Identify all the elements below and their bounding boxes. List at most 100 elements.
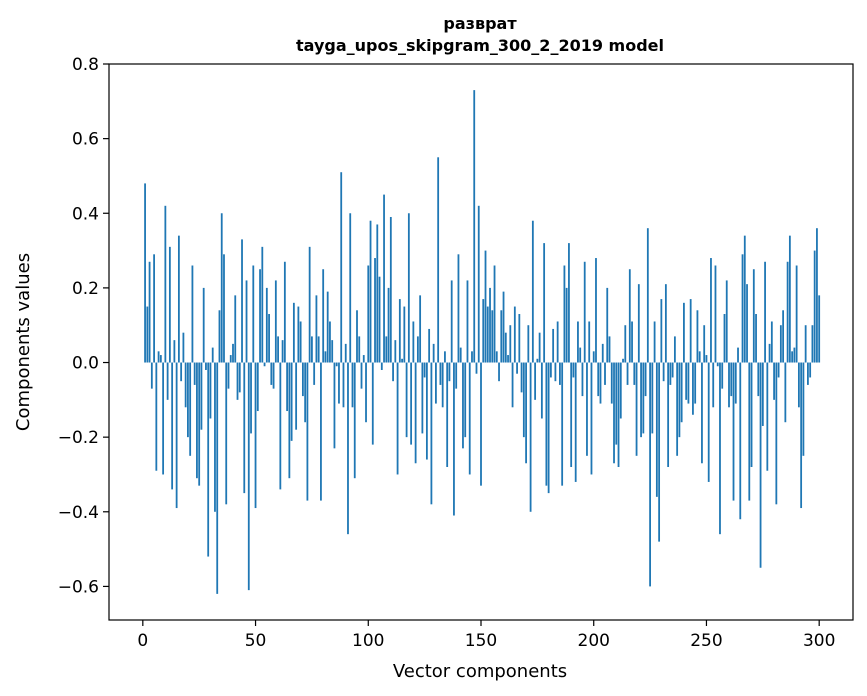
bar-component-259	[725, 280, 728, 363]
bar-component-57	[270, 362, 273, 385]
bar-component-169	[522, 362, 525, 438]
bar-component-99	[365, 362, 367, 423]
bar-component-193	[577, 321, 579, 363]
bar-component-197	[586, 362, 588, 456]
bar-component-27	[202, 287, 205, 363]
bar-component-293	[802, 362, 805, 456]
bar-component-156	[493, 265, 496, 363]
bar-component-131	[437, 157, 440, 363]
bar-component-10	[164, 205, 167, 363]
bar-component-238	[678, 362, 681, 438]
bar-component-11	[166, 362, 169, 400]
bar-component-125	[423, 362, 426, 378]
bar-component-230	[660, 299, 663, 363]
bar-component-266	[741, 254, 744, 363]
chart-subtitle: tayga_upos_skipgram_300_2_2019 model	[296, 36, 664, 55]
bar-component-206	[606, 287, 609, 363]
bar-component-128	[430, 362, 433, 505]
bar-component-214	[624, 325, 627, 363]
bar-component-168	[520, 362, 523, 393]
bar-component-140	[457, 254, 460, 363]
bar-component-30	[209, 362, 212, 419]
bar-component-276	[764, 261, 766, 363]
x-axis-ticks: 0 50 100 150 200 250 300	[137, 620, 835, 651]
bar-component-252	[710, 258, 712, 363]
bar-component-45	[243, 362, 246, 494]
bar-component-236	[673, 336, 676, 363]
bar-component-109	[387, 287, 390, 363]
bar-component-72	[304, 362, 307, 423]
bar-component-29	[207, 362, 210, 557]
bar-component-210	[615, 362, 618, 445]
bar-component-180	[547, 362, 550, 494]
bar-component-149	[477, 205, 480, 363]
bar-component-222	[642, 362, 645, 434]
bar-component-21	[189, 362, 192, 456]
bar-component-18	[182, 332, 185, 363]
bar-component-58	[272, 362, 275, 389]
bar-component-20	[187, 362, 189, 438]
bar-component-181	[549, 362, 552, 378]
bar-component-90	[344, 343, 347, 363]
bar-component-220	[637, 284, 640, 363]
bar-component-3	[148, 261, 151, 363]
bar-component-212	[619, 362, 622, 419]
bar-component-50	[254, 362, 257, 509]
bar-component-175	[536, 358, 539, 363]
bar-component-107	[383, 194, 385, 363]
bar-component-187	[563, 265, 566, 363]
bar-component-292	[800, 362, 803, 509]
bar-component-108	[385, 336, 388, 363]
x-tick-label: 200	[578, 631, 610, 651]
bar-component-146	[471, 351, 473, 363]
bar-component-136	[448, 362, 451, 382]
bar-component-77	[315, 295, 318, 363]
bar-component-94	[353, 362, 356, 479]
bar-component-162	[507, 355, 509, 363]
bar-component-234	[669, 362, 672, 385]
y-tick-label: 0.6	[72, 130, 99, 150]
bar-component-69	[297, 306, 300, 363]
bar-component-209	[613, 362, 615, 464]
bar-component-2	[146, 306, 149, 363]
bar-component-81	[324, 351, 327, 363]
bar-component-273	[757, 362, 760, 397]
bar-component-199	[590, 362, 593, 475]
bar-component-233	[667, 362, 670, 467]
bar-component-191	[572, 362, 575, 378]
bar-component-163	[509, 325, 512, 363]
bar-component-186	[561, 362, 564, 486]
bar-component-228	[655, 362, 658, 497]
bar-component-117	[405, 362, 408, 438]
bar-component-254	[714, 265, 717, 363]
bar-component-281	[775, 362, 778, 505]
bar-component-61	[279, 362, 282, 490]
bar-component-265	[739, 362, 742, 520]
bar-component-119	[410, 362, 413, 445]
y-tick-label: −0.2	[58, 428, 99, 448]
bar-component-67	[292, 302, 295, 363]
bar-component-22	[191, 265, 194, 363]
bar-component-84	[331, 340, 334, 363]
bar-component-208	[610, 362, 613, 404]
bar-component-298	[813, 250, 816, 363]
bar-component-104	[376, 224, 379, 363]
bar-component-111	[392, 362, 394, 382]
bar-component-41	[234, 295, 237, 363]
bar-component-269	[748, 362, 751, 501]
bar-component-6	[155, 362, 158, 471]
bar-component-64	[286, 362, 289, 412]
bar-component-63	[283, 261, 286, 363]
bar-component-26	[200, 362, 203, 430]
bar-component-78	[317, 336, 320, 363]
bar-component-59	[274, 280, 277, 363]
y-tick-label: 0.4	[72, 204, 99, 224]
bar-component-54	[263, 362, 266, 367]
bar-component-184	[556, 321, 559, 363]
bar-component-15	[175, 362, 178, 509]
bar-component-240	[683, 302, 685, 363]
bar-component-143	[464, 362, 467, 438]
bar-component-201	[595, 258, 597, 363]
bar-component-130	[435, 362, 437, 404]
bar-component-250	[705, 355, 708, 363]
